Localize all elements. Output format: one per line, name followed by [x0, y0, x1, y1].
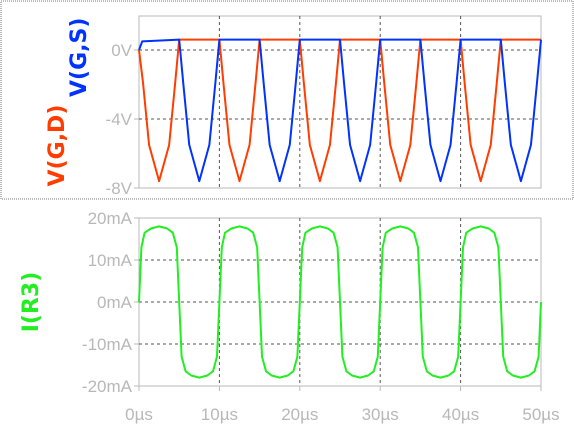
- bottom-series-group: [138, 225, 542, 379]
- y-label-v-gs: V(G,S): [67, 18, 92, 97]
- xtick-label: 20µs: [281, 405, 318, 424]
- top-plot-frame: [138, 15, 542, 189]
- series-line-v-g-s: [138, 38, 542, 183]
- xtick-label: 10µs: [201, 405, 238, 424]
- y-label-i-r3: I(R3): [19, 272, 44, 333]
- xtick-label: 0µs: [125, 405, 153, 424]
- top-y-ticks: 0V -4V -8V: [106, 41, 139, 198]
- bottom-y-ticks: 20mA 10mA 0mA -10mA -20mA: [82, 209, 139, 396]
- series-line-i-r3: [138, 225, 542, 379]
- xtick-label: 50µs: [522, 405, 559, 424]
- top-ytick-label: -8V: [106, 179, 133, 198]
- bot-ytick-label: 20mA: [88, 209, 133, 228]
- top-ytick-label: -4V: [106, 110, 133, 129]
- series-line-v-g-d: [138, 38, 541, 183]
- bottom-y-axis-label: I(R3): [19, 272, 44, 333]
- top-series-group: [138, 38, 542, 183]
- bottom-pane: 20mA 10mA 0mA -10mA -20mA 0µs 10µs 20µs 30µs 40µ…: [19, 209, 560, 424]
- y-label-v-gd: V(G,D): [45, 105, 70, 187]
- top-y-axis-label: V(G,D) V(G,S): [45, 18, 92, 187]
- top-pane-selection-border: [0, 0, 574, 200]
- bot-ytick-label: 0mA: [97, 293, 133, 312]
- bottom-x-ticks: 0µs 10µs 20µs 30µs 40µs 50µs: [125, 386, 560, 424]
- bot-ytick-label: -20mA: [82, 377, 133, 396]
- bot-ytick-label: -10mA: [82, 335, 133, 354]
- top-pane: 0V -4V -8V V(G,D) V(G,S): [45, 15, 542, 198]
- xtick-label: 40µs: [442, 405, 479, 424]
- top-ytick-label: 0V: [111, 41, 132, 60]
- xtick-label: 30µs: [362, 405, 399, 424]
- bot-ytick-label: 10mA: [88, 251, 133, 270]
